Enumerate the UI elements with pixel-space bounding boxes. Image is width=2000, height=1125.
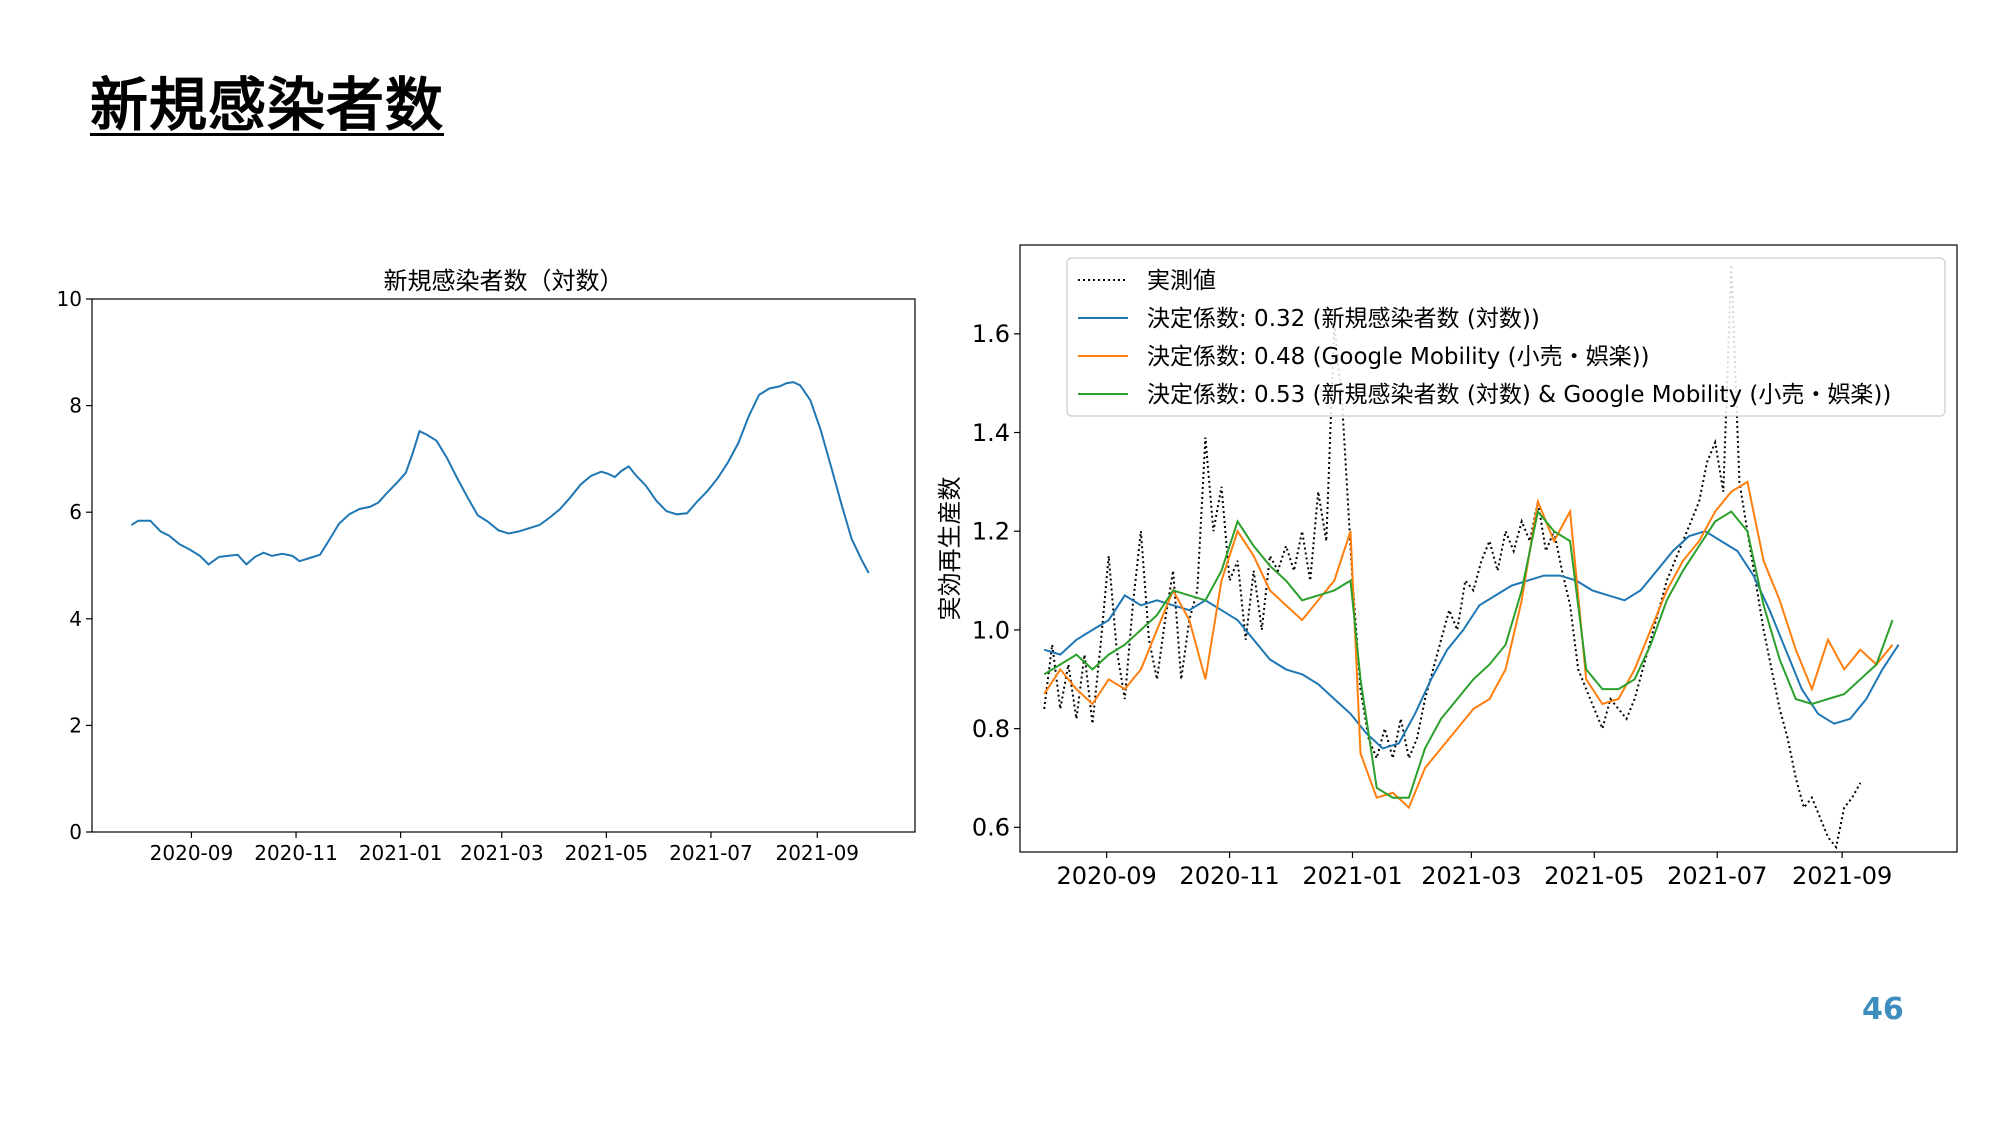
y-tick-label: 1.4 bbox=[972, 419, 1010, 447]
y-tick-label: 1.6 bbox=[972, 320, 1010, 348]
legend-label: 決定係数: 0.32 (新規感染者数 (対数)) bbox=[1147, 306, 1540, 332]
y-tick-label: 1.2 bbox=[972, 518, 1010, 546]
series-line-0 bbox=[130, 381, 870, 574]
y-tick-label: 10 bbox=[57, 287, 82, 311]
y-tick-label: 0 bbox=[69, 820, 82, 844]
x-tick-label: 2021-01 bbox=[359, 841, 443, 865]
x-tick-label: 2021-07 bbox=[669, 841, 753, 865]
x-tick-label: 2020-09 bbox=[150, 841, 234, 865]
plot-frame bbox=[91, 298, 916, 833]
legend-label: 決定係数: 0.48 (Google Mobility (小売・娯楽)) bbox=[1147, 344, 1650, 370]
x-tick-label: 2021-03 bbox=[460, 841, 544, 865]
y-tick-label: 6 bbox=[69, 500, 82, 524]
y-tick-label: 0.8 bbox=[972, 715, 1010, 743]
legend bbox=[1066, 257, 1946, 417]
y-tick-label: 8 bbox=[69, 394, 82, 418]
y-axis-label: 実効再生産数 bbox=[936, 477, 964, 621]
y-tick-label: 0.6 bbox=[972, 814, 1010, 842]
x-tick-label: 2021-03 bbox=[1421, 862, 1521, 890]
x-tick-label: 2021-01 bbox=[1302, 862, 1402, 890]
x-tick-label: 2020-09 bbox=[1057, 862, 1157, 890]
y-tick-label: 2 bbox=[69, 713, 82, 737]
x-tick-label: 2021-09 bbox=[775, 841, 859, 865]
new-cases-log-chart: 新規感染者数（対数） 0 2 4 6 8 10 2020-09 2020-11 2021-01 20… bbox=[57, 267, 916, 865]
legend-label: 決定係数: 0.53 (新規感染者数 (対数) & Google Mobilit… bbox=[1147, 382, 1891, 408]
chart-title: 新規感染者数（対数） bbox=[384, 267, 624, 295]
series-line-3 bbox=[1043, 509, 1894, 799]
series-line-1 bbox=[1043, 530, 1900, 750]
slide-title: 新規感染者数 bbox=[90, 71, 445, 139]
x-tick-label: 2021-05 bbox=[1544, 862, 1644, 890]
x-tick-label: 2020-11 bbox=[1179, 862, 1279, 890]
x-tick-label: 2021-05 bbox=[565, 841, 649, 865]
x-tick-label: 2021-07 bbox=[1667, 862, 1767, 890]
page-number: 46 bbox=[1862, 992, 1904, 1027]
y-tick-label: 1.0 bbox=[972, 616, 1010, 644]
x-tick-label: 2021-09 bbox=[1792, 862, 1892, 890]
legend-label: 実測値 bbox=[1147, 268, 1216, 294]
y-tick-label: 4 bbox=[69, 607, 82, 631]
series-line-2 bbox=[1043, 480, 1894, 810]
plot-frame bbox=[1019, 244, 1958, 853]
x-tick-label: 2020-11 bbox=[254, 841, 338, 865]
effective-reproduction-chart: 0.6 0.8 1.0 1.2 1.4 1.6 2020-09 2020-11 2021-01 2… bbox=[936, 244, 1958, 890]
